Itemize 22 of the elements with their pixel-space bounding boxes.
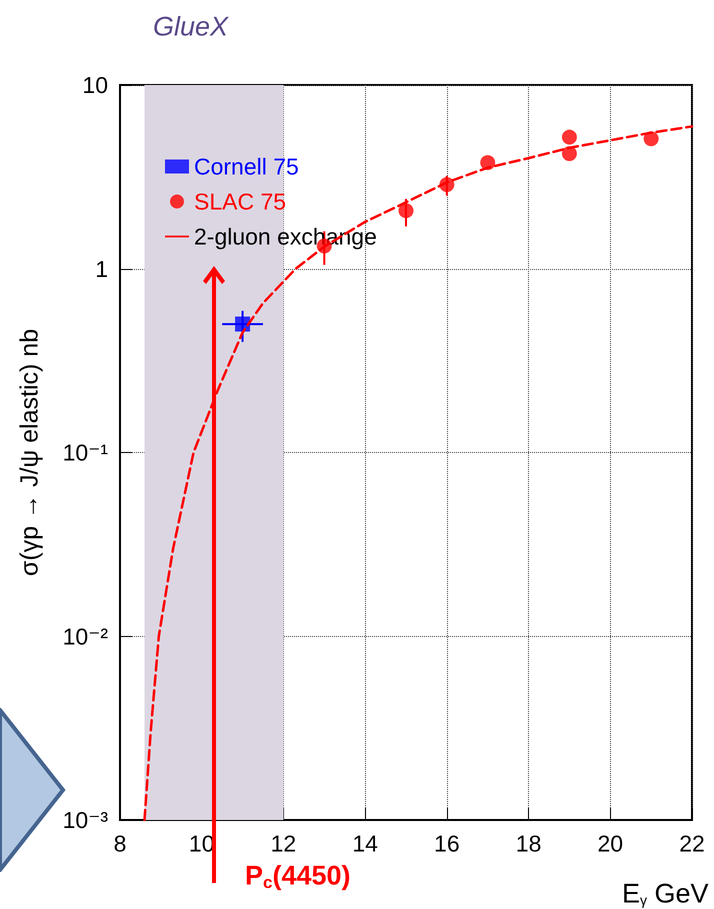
point (562, 146, 577, 162)
x-tick-label: 20 (597, 830, 624, 856)
y-axis-title: σ(γp → J/ψ elastic) nb (16, 328, 44, 576)
point (562, 130, 577, 145)
legend-label: Cornell 75 (194, 154, 299, 180)
x-tick-label: 22 (679, 830, 705, 856)
x-axis-title: Eγ GeV (622, 878, 709, 908)
y-tick-label: 1 (95, 256, 108, 282)
chart-title: GlueX (153, 12, 230, 42)
y-tick-label: 10 (82, 72, 108, 98)
x-tick-label: 18 (516, 830, 542, 856)
y-tick-label: 10⁻¹ (62, 440, 108, 466)
line-series (143, 125, 694, 822)
point (398, 203, 414, 218)
x-tick-label: 14 (352, 830, 378, 856)
y-tick-label: 10⁻² (62, 623, 108, 650)
x-tick-label: 8 (114, 830, 126, 856)
legend-label: SLAC 75 (194, 188, 286, 214)
x-tick-label: 12 (270, 830, 296, 856)
point (235, 316, 250, 332)
x-tick-label: 16 (434, 830, 460, 856)
y-tick-label: 10⁻³ (62, 807, 108, 833)
